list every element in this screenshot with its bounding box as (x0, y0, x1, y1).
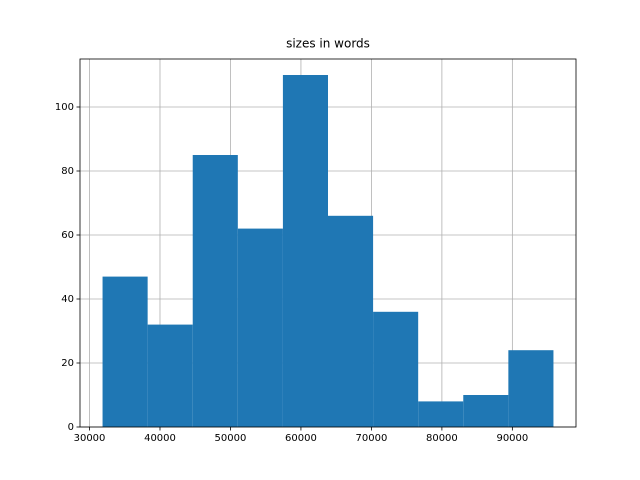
bar (418, 401, 464, 427)
bar (508, 350, 554, 427)
axes: 30000 40000 50000 60000 70000 80000 90000 0 20 40… (55, 58, 577, 444)
bar (192, 155, 238, 427)
y-tick-label: 100 (55, 102, 74, 113)
bar (282, 75, 328, 427)
chart-title: sizes in words (286, 37, 370, 51)
bar (373, 311, 419, 427)
plot-frame (79, 58, 577, 428)
bar (463, 395, 509, 427)
x-tick-label: 80000 (426, 433, 458, 444)
x-tick-label: 30000 (74, 433, 106, 444)
bar (147, 324, 193, 427)
y-tick-label: 40 (61, 294, 74, 305)
x-tick-label: 40000 (144, 433, 176, 444)
y-tick-label: 80 (61, 166, 74, 177)
bars (102, 75, 554, 427)
y-tick-label: 60 (61, 230, 74, 241)
bar (237, 228, 283, 427)
bar (102, 276, 148, 427)
x-tick-label: 60000 (285, 433, 317, 444)
x-tick-label: 90000 (496, 433, 528, 444)
x-tick-label: 50000 (215, 433, 247, 444)
x-tick-label: 70000 (356, 433, 388, 444)
y-tick-label: 0 (68, 422, 74, 433)
bar (328, 215, 374, 427)
y-tick-label: 20 (61, 358, 74, 369)
